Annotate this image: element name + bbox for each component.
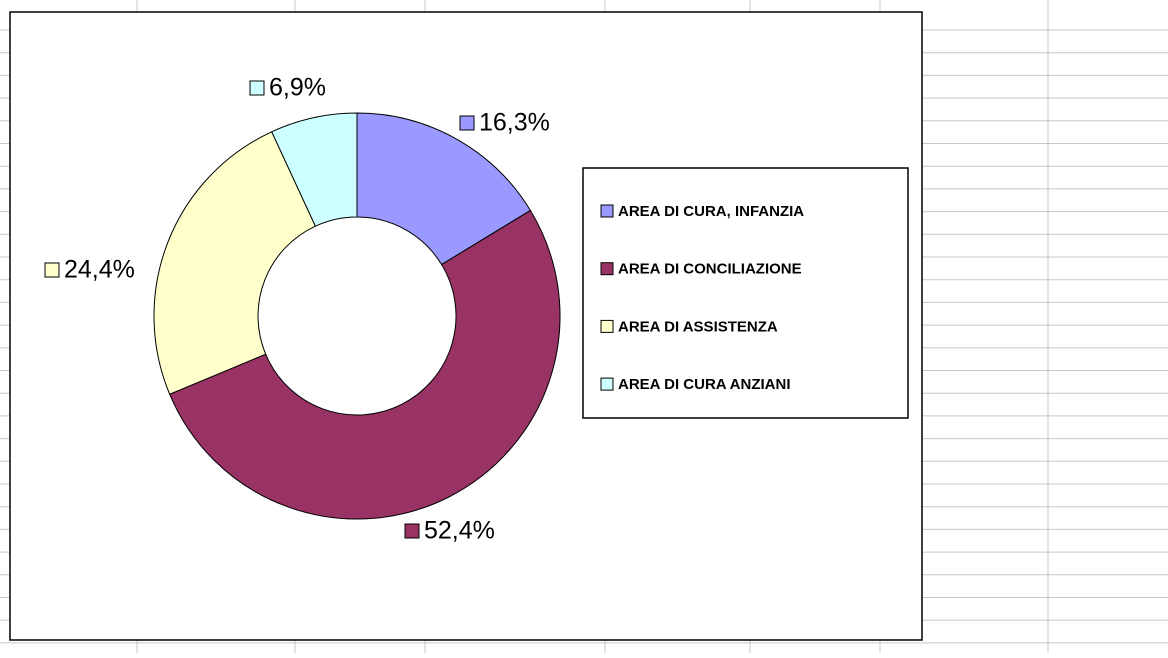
legend: AREA DI CURA, INFANZIA AREA DI CONCILIAZI… bbox=[600, 203, 804, 393]
data-label: 24,4% bbox=[64, 256, 135, 284]
data-label: 6,9% bbox=[269, 74, 326, 102]
data-label: 16,3% bbox=[479, 109, 550, 137]
legend-label: AREA DI CURA, INFANZIA bbox=[618, 203, 804, 220]
donut-slice bbox=[356, 112, 532, 266]
data-label-key bbox=[249, 80, 265, 96]
legend-box bbox=[582, 167, 909, 419]
data-label-key bbox=[404, 523, 420, 539]
legend-label: AREA DI CONCILIAZIONE bbox=[618, 261, 802, 278]
legend-key bbox=[600, 204, 614, 218]
legend-label: AREA DI ASSISTENZA bbox=[618, 318, 778, 335]
legend-label: AREA DI CURA ANZIANI bbox=[618, 376, 791, 393]
legend-key bbox=[600, 377, 614, 391]
donut-slice bbox=[271, 112, 358, 227]
data-label-key bbox=[44, 262, 60, 278]
legend-key bbox=[600, 319, 614, 333]
data-label-key bbox=[459, 115, 475, 131]
donut-slice bbox=[153, 131, 317, 395]
donut-slice bbox=[169, 209, 561, 520]
plot: 16,3% 52,4% 24,4% 6,9% bbox=[44, 74, 561, 545]
legend-key bbox=[600, 262, 614, 276]
data-label: 52,4% bbox=[424, 517, 495, 545]
